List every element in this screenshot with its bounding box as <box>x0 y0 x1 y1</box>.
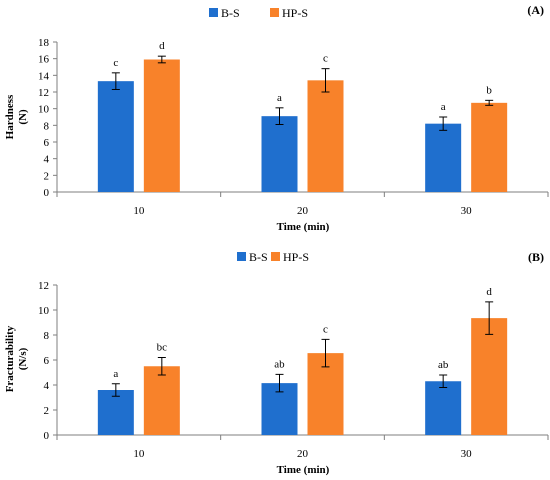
significance-label: bc <box>157 342 168 354</box>
bar-b-s-20 <box>262 116 298 192</box>
legend-label-b-s: B-S <box>249 250 268 264</box>
significance-label: c <box>323 53 328 65</box>
bar-hp-s-10 <box>144 60 180 193</box>
panel-label-a: (A) <box>527 3 544 17</box>
significance-label: a <box>277 92 282 104</box>
legend-a: B-S HP-S <box>209 6 308 20</box>
significance-label: d <box>159 40 165 52</box>
legend-label-hp-s: HP-S <box>283 250 309 264</box>
y-tick-label: 4 <box>44 154 50 166</box>
y-tick-label: 0 <box>44 187 50 199</box>
y-tick-label: 18 <box>38 37 50 49</box>
panel-label-b: (B) <box>528 250 544 264</box>
x-tick-label: 30 <box>461 448 473 460</box>
y-tick-label: 8 <box>44 120 50 132</box>
y-tick-label: 4 <box>44 380 50 392</box>
y-tick-label: 12 <box>38 87 49 99</box>
y-tick-label: 8 <box>44 330 50 342</box>
bar-b-s-30 <box>425 381 461 435</box>
bar-hp-s-10 <box>144 366 180 435</box>
x-axis-title-b: Time (min) <box>277 464 330 476</box>
significance-label: b <box>486 84 492 96</box>
plot-area-a: 0 2 4 6 8 10 12 14 16 18 10 c d 20 a c 30 a b <box>38 37 548 217</box>
y-tick-label: 16 <box>38 54 50 66</box>
panel-b: B-S HP-S (B) Fracturability (N/s) 0 2 4 6 8 1… <box>4 250 548 476</box>
y-tick-label: 14 <box>38 70 50 82</box>
x-tick-label: 10 <box>133 205 145 217</box>
bar-b-s-30 <box>425 124 461 192</box>
legend-swatch-b-s <box>209 8 218 17</box>
x-tick-label: 20 <box>297 448 309 460</box>
y-axis-title-a-line2: (N) <box>17 109 29 125</box>
y-axis-title-a: Hardness (N) <box>4 94 29 139</box>
y-axis-title-a-line1: Hardness <box>4 94 16 139</box>
y-axis-title-b-line2: (N/s) <box>17 347 29 370</box>
legend-label-hp-s: HP-S <box>282 6 308 20</box>
y-axis-title-b-line1: Fracturability <box>4 325 16 392</box>
y-tick-label: 0 <box>44 430 50 442</box>
x-tick-label: 10 <box>133 448 145 460</box>
y-tick-label: 10 <box>38 104 50 116</box>
panel-a: B-S HP-S (A) Hardness (N) 0 2 4 6 8 10 12 14 16 1… <box>4 3 548 233</box>
y-tick-label: 6 <box>44 355 50 367</box>
significance-label: c <box>113 57 118 69</box>
legend-swatch-b-s <box>237 252 246 261</box>
significance-label: a <box>113 368 118 380</box>
bar-hp-s-20 <box>308 80 344 192</box>
legend-b: B-S HP-S <box>237 250 309 264</box>
y-tick-label: 2 <box>44 170 50 182</box>
legend-swatch-hp-s <box>270 8 279 17</box>
significance-label: ab <box>274 358 285 370</box>
x-tick-label: 30 <box>461 205 473 217</box>
y-tick-label: 2 <box>44 405 50 417</box>
y-tick-label: 10 <box>38 305 50 317</box>
significance-label: d <box>486 286 492 298</box>
bar-hp-s-30 <box>471 103 507 192</box>
y-tick-label: 6 <box>44 137 50 149</box>
x-tick-label: 20 <box>297 205 309 217</box>
x-axis-title-a: Time (min) <box>277 221 330 233</box>
legend-swatch-hp-s <box>271 252 280 261</box>
legend-label-b-s: B-S <box>221 6 240 20</box>
bar-hp-s-30 <box>471 318 507 435</box>
significance-label: a <box>441 101 446 113</box>
y-axis-title-b: Fracturability (N/s) <box>4 325 29 392</box>
significance-label: c <box>323 323 328 335</box>
bar-b-s-10 <box>98 81 134 192</box>
significance-label: ab <box>438 359 449 371</box>
y-tick-label: 12 <box>38 280 49 292</box>
